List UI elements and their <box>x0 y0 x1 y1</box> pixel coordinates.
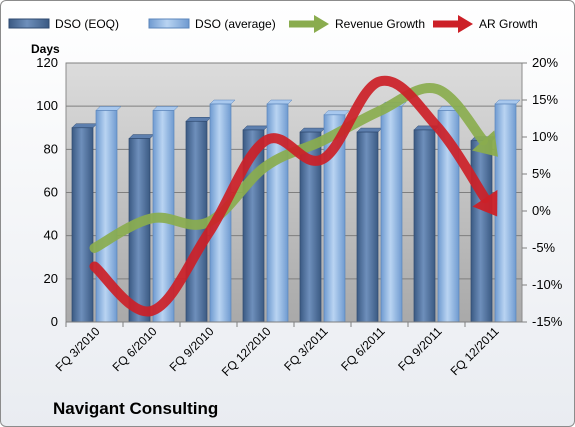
x-tick-label: FQ 12/2011 <box>448 324 502 378</box>
legend-swatch <box>148 18 190 29</box>
y-right-tick-label: -10% <box>532 277 563 292</box>
bar <box>380 105 403 323</box>
bar <box>413 129 436 323</box>
legend-item: DSO (average) <box>148 17 276 31</box>
bar-cap <box>71 123 98 128</box>
bar-cap <box>299 127 326 133</box>
x-tick-label: FQ 9/2010 <box>167 324 217 374</box>
y-right-tick-label: 5% <box>532 166 551 181</box>
bar-cap <box>209 99 236 105</box>
y-right-tick-label: 10% <box>532 129 558 144</box>
bar-cap <box>128 134 155 139</box>
legend-item: DSO (EOQ) <box>8 17 119 31</box>
y-left-tick-label: 20 <box>44 271 58 286</box>
y-right-tick-label: 15% <box>532 92 558 107</box>
bar <box>470 140 493 323</box>
bar <box>356 131 379 323</box>
bar <box>71 127 94 323</box>
y-right-tick-label: 0% <box>532 203 551 218</box>
bar <box>494 103 517 323</box>
bar-cap <box>185 117 212 122</box>
y-left-tick-label: 80 <box>44 141 58 156</box>
y-left-tick-label: 100 <box>36 98 58 113</box>
y-right-tick-label: 20% <box>532 55 558 70</box>
series-line <box>89 82 489 253</box>
y-right-tick-label: -15% <box>532 314 563 329</box>
legend-swatch <box>8 18 50 29</box>
y-left-tick-label: 120 <box>36 55 58 70</box>
bar-cap <box>266 99 293 105</box>
legend-item: Revenue Growth <box>289 15 425 33</box>
x-tick-label: FQ 6/2010 <box>110 324 160 374</box>
y-left-axis-title: Days <box>31 42 60 56</box>
y-left-tick-label: 0 <box>51 314 58 329</box>
x-tick-label: FQ 9/2011 <box>395 324 445 374</box>
x-tick-label: FQ 12/2010 <box>219 324 274 379</box>
y-left-tick-label: 40 <box>44 228 58 243</box>
legend-arrow <box>314 15 329 33</box>
legend-arrow <box>458 15 473 33</box>
legend-label: AR Growth <box>479 17 538 31</box>
bar-cap <box>323 110 350 116</box>
bar-cap <box>494 99 521 105</box>
legend-item: AR Growth <box>433 15 538 33</box>
legend-label: DSO (average) <box>195 17 276 31</box>
bar-cap <box>95 106 122 111</box>
series-line <box>89 75 490 317</box>
bar-cap <box>152 106 179 111</box>
x-tick-label: FQ 6/2011 <box>338 324 388 374</box>
y-left-tick-label: 60 <box>44 185 58 200</box>
bar-cap <box>242 125 269 131</box>
x-tick-label: FQ 3/2011 <box>281 324 331 374</box>
x-tick-label: FQ 3/2010 <box>53 324 103 374</box>
legend-label: DSO (EOQ) <box>55 17 119 31</box>
y-right-tick-label: -5% <box>532 240 556 255</box>
series-arrowhead <box>472 130 498 157</box>
legend-label: Revenue Growth <box>335 17 425 31</box>
company-name: Navigant Consulting <box>53 399 219 418</box>
bar-cap <box>356 127 383 133</box>
series-arrowhead <box>472 189 498 217</box>
